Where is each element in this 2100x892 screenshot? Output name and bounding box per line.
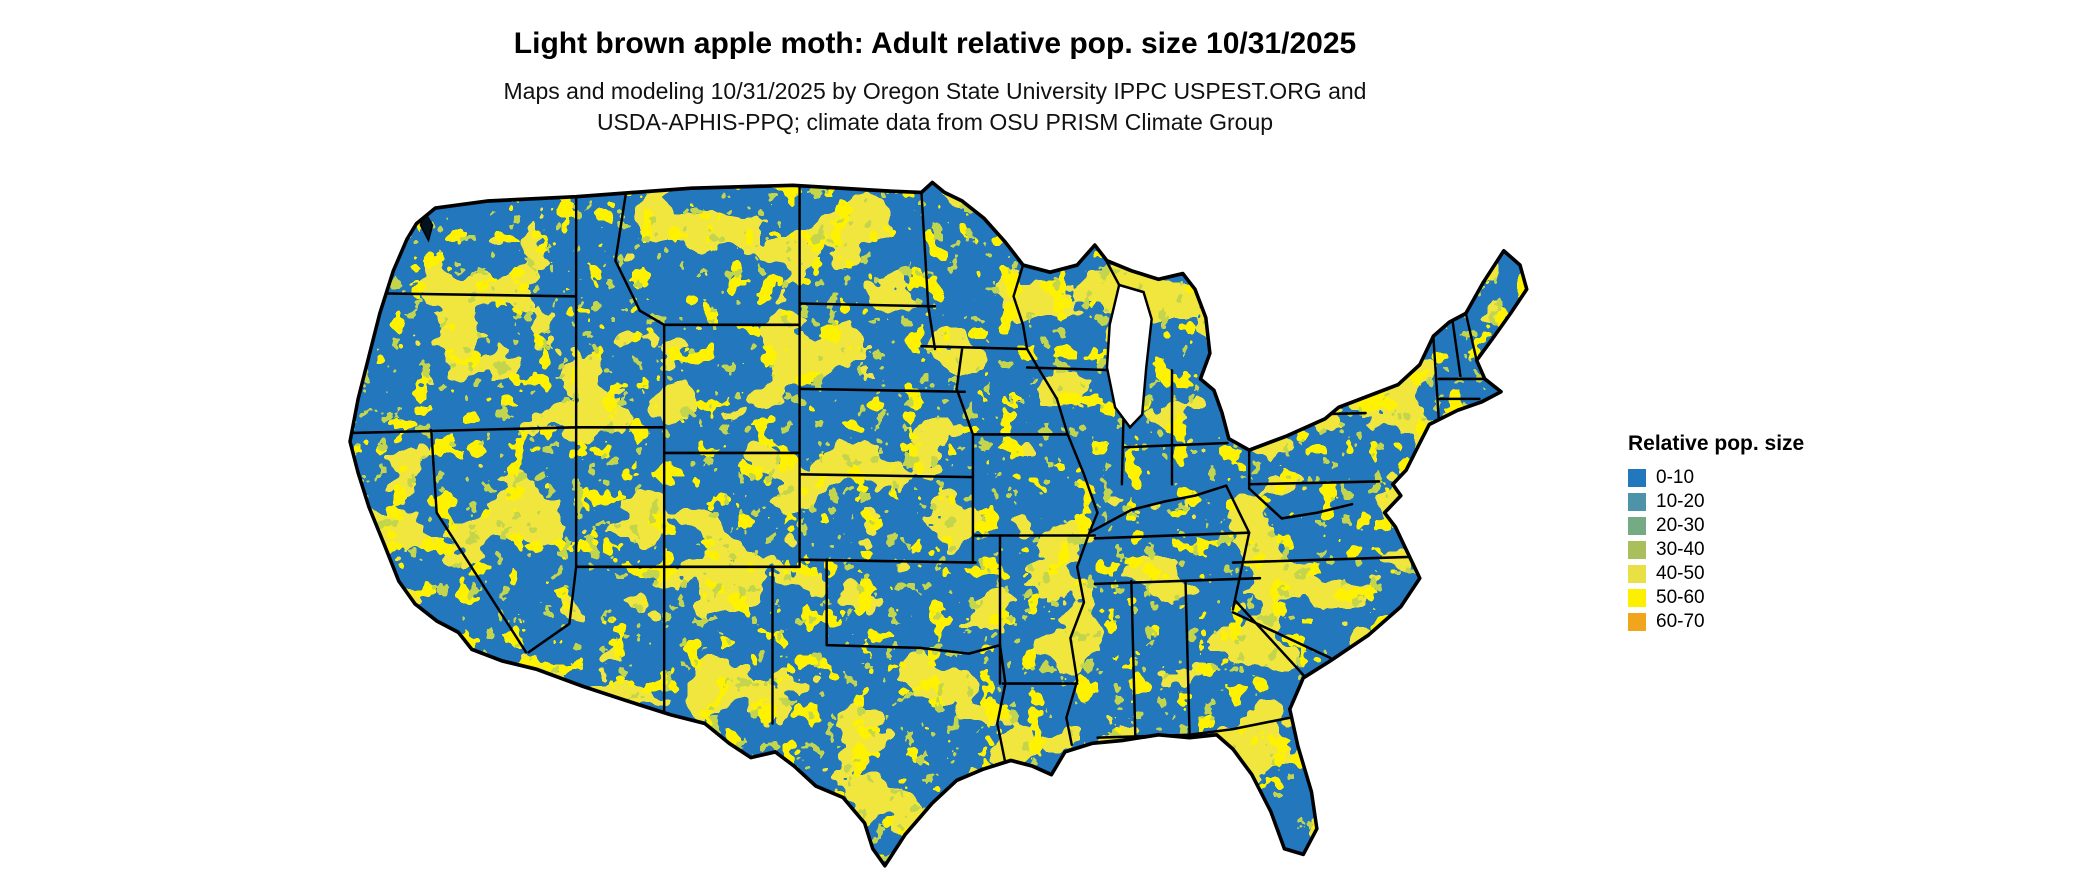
map-subtitle-line2: USDA-APHIS-PPQ; climate data from OSU PR… [596, 109, 1274, 135]
plot-area: Light brown apple moth: Adult relative p… [285, 0, 1585, 880]
legend-label-30-40: 30-40 [1656, 539, 1705, 560]
legend-swatch-20-30 [1628, 517, 1646, 535]
legend-swatch-40-50 [1628, 565, 1646, 583]
legend-swatch-50-60 [1628, 589, 1646, 607]
map-subtitle: Maps and modeling 10/31/2025 by Oregon S… [285, 76, 1585, 138]
state-borders-east [1224, 312, 1487, 677]
state-borders-midwest [1012, 260, 1292, 747]
legend-swatch-10-20 [1628, 493, 1646, 511]
state-borders-west [350, 184, 1002, 725]
legend-swatch-30-40 [1628, 541, 1646, 559]
us-map-svg [348, 180, 1529, 868]
legend-label-0-10: 0-10 [1656, 467, 1695, 488]
legend-label-60-70: 60-70 [1656, 611, 1705, 632]
lake-michigan [1105, 283, 1153, 430]
page-title: Light brown apple moth: Adult relative p… [513, 27, 1357, 60]
legend-item-20-30: 20-30 [1628, 515, 1888, 536]
legend-swatch-60-70 [1628, 613, 1646, 631]
map-subtitle-line1: Maps and modeling 10/31/2025 by Oregon S… [503, 78, 1367, 104]
legend-label-20-30: 20-30 [1656, 515, 1705, 536]
legend: Relative pop. size 0-10 10-20 20-30 30-4… [1628, 432, 1888, 637]
state-borders-plains [798, 191, 1097, 765]
legend-label-10-20: 10-20 [1656, 491, 1705, 512]
legend-item-30-40: 30-40 [1628, 539, 1888, 560]
state-borders [350, 184, 1487, 765]
us-map [285, 154, 1585, 880]
legend-label-40-50: 40-50 [1656, 563, 1705, 584]
legend-item-40-50: 40-50 [1628, 563, 1888, 584]
legend-item-50-60: 50-60 [1628, 587, 1888, 608]
legend-items: 0-10 10-20 20-30 30-40 40-50 50-60 60-70 [1628, 467, 1888, 632]
legend-title: Relative pop. size [1628, 432, 1805, 455]
legend-item-10-20: 10-20 [1628, 491, 1888, 512]
legend-label-50-60: 50-60 [1656, 587, 1705, 608]
legend-item-0-10: 0-10 [1628, 467, 1888, 488]
legend-swatch-0-10 [1628, 469, 1646, 487]
legend-item-60-70: 60-70 [1628, 611, 1888, 632]
